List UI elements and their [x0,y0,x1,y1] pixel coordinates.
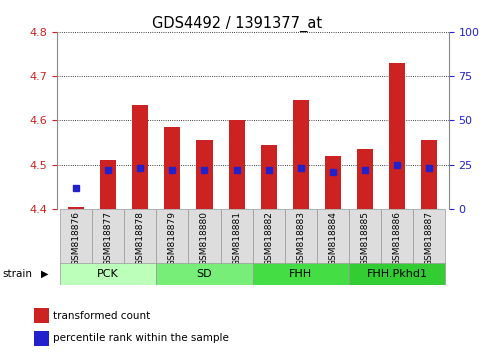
Text: strain: strain [2,269,33,279]
Bar [100,160,116,209]
Bar [68,207,84,209]
Bar [156,263,253,285]
Bar [325,156,341,209]
Text: GSM818884: GSM818884 [328,211,338,266]
Bar [124,209,156,264]
Bar [261,145,277,209]
Text: GSM818883: GSM818883 [296,211,305,266]
Text: GSM818886: GSM818886 [393,211,402,266]
Text: GSM818878: GSM818878 [136,211,145,266]
Bar [285,209,317,264]
Bar [253,263,349,285]
Bar [349,263,445,285]
Bar [60,209,92,264]
Bar [60,263,156,285]
Bar [381,209,413,264]
Text: ▶: ▶ [41,269,48,279]
Text: GSM818876: GSM818876 [71,211,80,266]
Bar [132,105,148,209]
Text: FHH: FHH [289,269,313,279]
Bar [317,209,349,264]
Bar [92,209,124,264]
Bar [349,209,381,264]
Bar [196,140,212,209]
Bar [34,331,49,346]
Bar [34,308,49,323]
Bar [293,101,309,209]
Bar [422,140,437,209]
Bar [164,127,180,209]
Bar [156,209,188,264]
Text: GSM818885: GSM818885 [360,211,370,266]
Text: GSM818879: GSM818879 [168,211,177,266]
Text: PCK: PCK [97,269,119,279]
Text: transformed count: transformed count [54,311,151,321]
Text: GSM818882: GSM818882 [264,211,273,266]
Bar [389,63,405,209]
Text: GDS4492 / 1391377_at: GDS4492 / 1391377_at [151,16,322,32]
Text: GSM818877: GSM818877 [104,211,112,266]
Bar [229,120,245,209]
Text: GSM818887: GSM818887 [425,211,434,266]
Text: FHH.Pkhd1: FHH.Pkhd1 [367,269,428,279]
Text: GSM818881: GSM818881 [232,211,241,266]
Bar [253,209,285,264]
Bar [357,149,373,209]
Text: SD: SD [197,269,212,279]
Text: GSM818880: GSM818880 [200,211,209,266]
Bar [220,209,253,264]
Bar [413,209,445,264]
Text: percentile rank within the sample: percentile rank within the sample [54,333,229,343]
Bar [188,209,220,264]
